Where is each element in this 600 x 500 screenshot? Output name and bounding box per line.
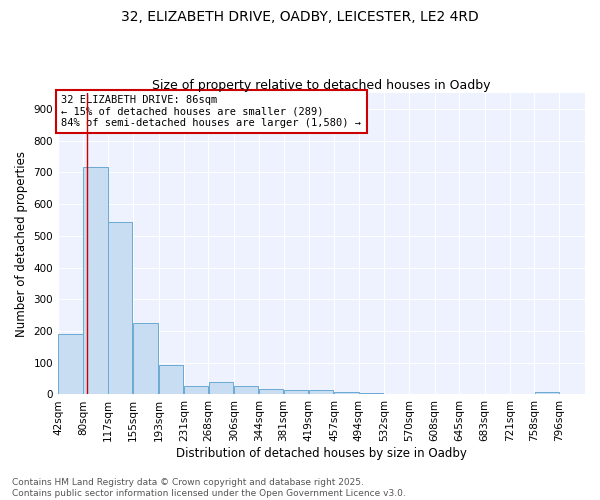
Bar: [158, 366, 183, 394]
Bar: [309, 390, 334, 394]
Bar: [133, 324, 158, 394]
Text: 32, ELIZABETH DRIVE, OADBY, LEICESTER, LE2 4RD: 32, ELIZABETH DRIVE, OADBY, LEICESTER, L…: [121, 10, 479, 24]
X-axis label: Distribution of detached houses by size in Oadby: Distribution of detached houses by size …: [176, 447, 467, 460]
Bar: [334, 392, 359, 394]
Bar: [234, 386, 258, 394]
Bar: [535, 392, 559, 394]
Bar: [184, 386, 208, 394]
Bar: [58, 334, 83, 394]
Bar: [83, 166, 108, 394]
Bar: [359, 393, 383, 394]
Bar: [209, 382, 233, 394]
Y-axis label: Number of detached properties: Number of detached properties: [15, 151, 28, 337]
Text: Contains HM Land Registry data © Crown copyright and database right 2025.
Contai: Contains HM Land Registry data © Crown c…: [12, 478, 406, 498]
Bar: [284, 390, 308, 394]
Title: Size of property relative to detached houses in Oadby: Size of property relative to detached ho…: [152, 79, 491, 92]
Bar: [108, 222, 133, 394]
Bar: [259, 389, 283, 394]
Text: 32 ELIZABETH DRIVE: 86sqm
← 15% of detached houses are smaller (289)
84% of semi: 32 ELIZABETH DRIVE: 86sqm ← 15% of detac…: [61, 95, 361, 128]
